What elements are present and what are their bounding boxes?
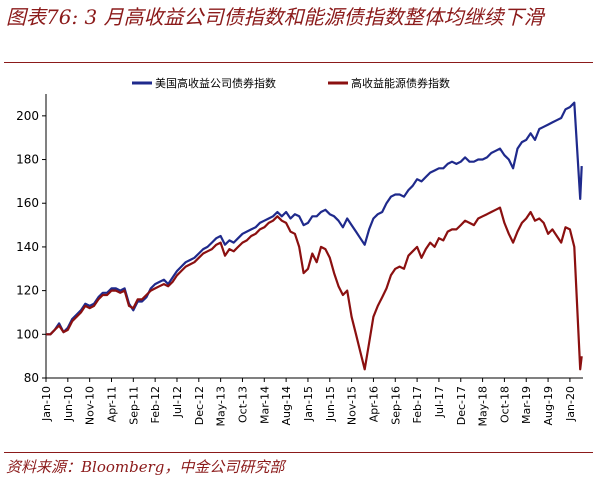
legend: 美国高收益公司债券指数 高收益能源债券指数 [132,76,450,90]
title-rule [4,62,593,63]
x-tick-label: Jun-10 [62,386,75,422]
x-tick-label: May-13 [215,386,228,427]
x-tick-label: Oct-18 [498,386,511,423]
legend-label-1: 美国高收益公司债券指数 [155,76,276,90]
x-tick-label: Jan-15 [302,386,315,422]
x-tick-label: Feb-12 [149,386,162,423]
y-tick-label: 100 [16,327,39,341]
x-tick-label: Apr-11 [105,386,118,422]
x-tick-label: Jun-15 [324,386,337,422]
source-note: 资料来源：Bloomberg，中金公司研究部 [6,458,285,476]
source-rule [4,452,593,453]
x-tick-label: Feb-17 [411,386,424,423]
figure-title: 图表76: 3 月高收益公司债指数和能源债指数整体均继续下滑 [6,5,544,29]
x-tick-label: Sep-11 [127,386,140,425]
x-tick-label: Jan-10 [40,386,53,422]
x-tick-label: Nov-10 [84,386,97,425]
plot-area [46,101,583,371]
x-tick-label: Nov-15 [346,386,359,425]
y-tick-label: 180 [16,153,39,167]
legend-label-2: 高收益能源债券指数 [351,76,450,90]
x-tick-label: Dec-12 [193,386,206,425]
x-tick-label: Jan-20 [564,386,577,422]
x-tick-label: Apr-16 [367,386,380,422]
y-tick-label: 160 [16,196,39,210]
x-tick-label: Dec-17 [455,386,468,425]
y-tick-label: 140 [16,240,39,254]
x-tick-label: Oct-13 [236,386,249,423]
x-tick-label: Mar-14 [258,386,271,424]
y-tick-label: 80 [24,371,39,385]
x-tick-label: Aug-19 [542,386,555,425]
series-line-2 [46,206,583,371]
x-tick-label: Sep-16 [389,386,402,425]
y-tick-label: 120 [16,284,39,298]
axes: 80 100 120 140 160 180 200 Jan-10 Jun-10 Nov-10 Ap… [16,94,583,427]
x-tick-label: Jul-12 [171,386,184,418]
x-tick-label: Aug-14 [280,386,293,425]
x-tick-label: Jul-17 [433,386,446,418]
x-tick-label: Mar-19 [520,386,533,424]
y-tick-label: 200 [16,109,39,123]
x-tick-label: May-18 [477,386,490,427]
